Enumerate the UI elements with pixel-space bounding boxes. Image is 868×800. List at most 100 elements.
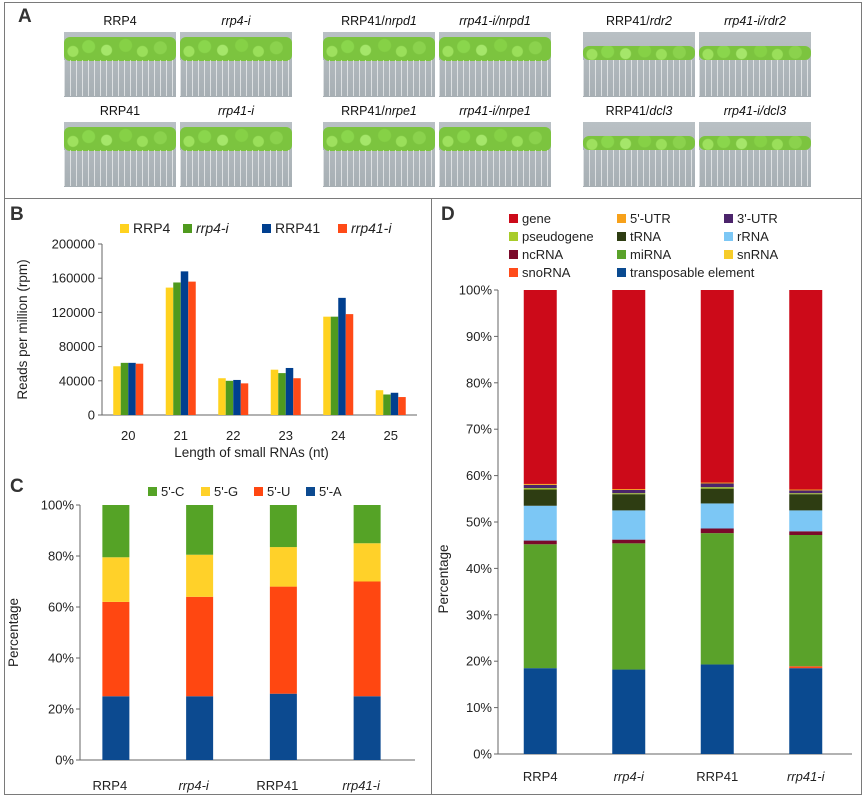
legend-swatch (262, 224, 271, 233)
seedling-photo (323, 122, 435, 187)
stacked-bar-segment (612, 543, 646, 670)
bar (120, 362, 129, 415)
legend-label: 5'-A (319, 484, 342, 499)
stacked-bar-segment (612, 489, 646, 490)
legend-label: RRP41 (275, 220, 320, 236)
bar (278, 373, 286, 415)
y-tick-label: 80000 (59, 339, 95, 354)
bar (233, 379, 241, 415)
seedling-photo (583, 122, 695, 187)
y-tick-label: 40% (466, 561, 492, 576)
photo-label: rrp41-i (217, 104, 255, 118)
figure-frame (4, 2, 862, 795)
legend-swatch (509, 250, 518, 259)
y-axis-label: Reads per million (rpm) (15, 259, 30, 399)
stacked-bar-segment (353, 543, 381, 582)
legend-swatch (617, 250, 626, 259)
bar (330, 316, 339, 415)
x-tick-label: RRP4 (523, 769, 558, 784)
x-axis-label: Length of small RNAs (nt) (174, 445, 329, 460)
bar (173, 282, 181, 415)
legend-swatch (509, 214, 518, 223)
bar (128, 362, 136, 415)
stacked-bar-segment (700, 290, 734, 483)
bar (188, 281, 196, 415)
stacked-bar-segment (353, 696, 381, 760)
y-tick-label: 200000 (52, 237, 95, 252)
stacked-bar-segment (523, 484, 557, 489)
seedling-photo (64, 32, 176, 97)
x-tick-label: 21 (174, 428, 188, 443)
seedling-photo (699, 32, 811, 97)
seedling-photo (439, 32, 551, 97)
chart-d-annotation: 0% 10% 20% 30% 40% 50% 60% 70% 80% 90% 100% RRP4 rrp… (436, 211, 852, 784)
legend-label: rrp41-i (351, 220, 392, 236)
stacked-bar-segment (700, 488, 734, 504)
stacked-bar-segment (523, 489, 557, 506)
y-axis-label: Percentage (6, 598, 21, 667)
stacked-bar-segment (523, 544, 557, 669)
legend-swatch (509, 268, 518, 277)
stacked-bar-segment (612, 510, 646, 540)
bar (180, 271, 189, 415)
legend-swatch (201, 487, 210, 496)
stacked-bar-segment (612, 489, 646, 494)
legend-swatch (120, 224, 129, 233)
bar (383, 394, 391, 415)
y-tick-label: 60% (466, 468, 492, 483)
legend-label: 3'-UTR (737, 211, 778, 226)
chart-c-first-nucleotide: 0% 20% 40% 60% 80% 100% RRP4 rrp4-i RRP41 rrp41-i… (6, 484, 415, 793)
legend-label: transposable element (630, 265, 755, 280)
panel-b-letter: B (10, 204, 24, 225)
stacked-bar-segment (789, 510, 823, 532)
legend-swatch (617, 214, 626, 223)
photo-label: RRP4 (103, 14, 137, 28)
stacked-bar-segment (269, 505, 297, 548)
stacked-bar-segment (700, 482, 734, 484)
legend-label: snRNA (737, 247, 779, 262)
stacked-bar-segment (700, 483, 734, 488)
y-tick-label: 60% (48, 600, 74, 615)
panel-c-letter: C (10, 476, 24, 497)
stacked-bar-segment (269, 693, 297, 760)
stacked-bar-segment (353, 505, 381, 544)
bar (240, 383, 249, 415)
stacked-bar-segment (700, 533, 734, 665)
stacked-bar-segment (523, 505, 557, 541)
y-tick-label: 20% (466, 654, 492, 669)
legend-label: rrp4-i (196, 220, 230, 236)
legend-label: 5'-U (267, 484, 290, 499)
seedling-photo (180, 122, 292, 187)
panel-divider-horizontal (4, 198, 862, 199)
legend-swatch (338, 224, 347, 233)
stacked-bar-segment (102, 557, 130, 602)
legend-swatch (617, 232, 626, 241)
y-tick-label: 80% (48, 549, 74, 564)
photo-label: RRP41 (99, 104, 141, 118)
stacked-bar-segment (789, 290, 823, 490)
y-tick-label: 160000 (52, 271, 95, 286)
bar (390, 392, 399, 415)
stacked-bar-segment (612, 669, 646, 754)
bar (338, 297, 346, 415)
legend-label: gene (522, 211, 551, 226)
stacked-bar-segment (269, 547, 297, 587)
y-tick-label: 40000 (59, 373, 95, 388)
photo-label: rrp41-i/rdr2 (724, 14, 786, 28)
stacked-bar-segment (700, 528, 734, 534)
stacked-bar-segment (789, 490, 823, 494)
y-tick-label: 0% (473, 747, 492, 762)
x-tick-label: RRP4 (93, 778, 128, 793)
photo-label: rrp4-i (221, 14, 251, 28)
bar (375, 390, 384, 415)
y-tick-label: 0 (88, 408, 95, 423)
y-tick-label: 30% (466, 607, 492, 622)
seedling-photo (64, 122, 176, 187)
x-tick-label: RRP41 (696, 769, 738, 784)
y-tick-label: 80% (466, 375, 492, 390)
stacked-bar-segment (102, 505, 130, 558)
bar (165, 287, 174, 415)
stacked-bar-segment (612, 493, 646, 495)
stacked-bar-segment (700, 487, 734, 489)
seedling-photo (699, 122, 811, 187)
